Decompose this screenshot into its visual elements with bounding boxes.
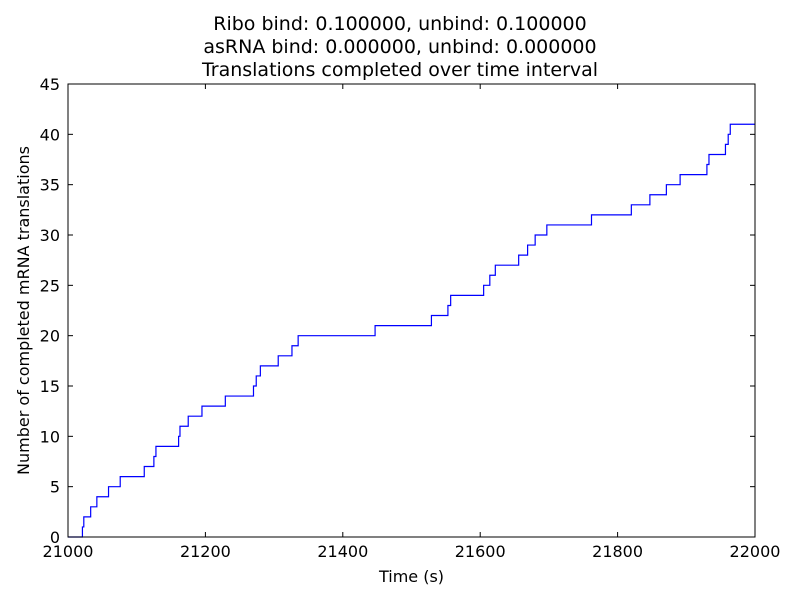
y-tick-label: 20 bbox=[40, 327, 60, 346]
y-tick-label: 40 bbox=[40, 125, 60, 144]
y-tick-label: 30 bbox=[40, 226, 60, 245]
chart-title-line-1: Ribo bind: 0.100000, unbind: 0.100000 bbox=[213, 13, 587, 35]
y-tick-label: 5 bbox=[50, 478, 60, 497]
x-tick-label: 22000 bbox=[730, 542, 781, 561]
y-tick-label: 25 bbox=[40, 276, 60, 295]
x-tick-label: 21000 bbox=[43, 542, 94, 561]
y-tick-label: 0 bbox=[50, 528, 60, 547]
chart-title-line-2: asRNA bind: 0.000000, unbind: 0.000000 bbox=[203, 36, 597, 58]
x-axis-label: Time (s) bbox=[378, 567, 444, 586]
x-tick-label: 21600 bbox=[455, 542, 506, 561]
y-tick-label: 15 bbox=[40, 377, 60, 396]
chart-title-line-3: Translations completed over time interva… bbox=[201, 59, 599, 81]
x-tick-label: 21200 bbox=[180, 542, 231, 561]
y-tick-label: 45 bbox=[40, 75, 60, 94]
ticks-group: 21000 21200 21400 21600 21800 22000 0 5 10 15 20 25… bbox=[40, 75, 781, 561]
y-axis-label: Number of completed mRNA translations bbox=[14, 146, 33, 475]
x-tick-label: 21400 bbox=[317, 542, 368, 561]
series-line bbox=[68, 123, 755, 538]
x-tick-label: 21800 bbox=[592, 542, 643, 561]
y-tick-label: 35 bbox=[40, 176, 60, 195]
y-tick-label: 10 bbox=[40, 427, 60, 446]
plot-frame bbox=[67, 83, 756, 538]
